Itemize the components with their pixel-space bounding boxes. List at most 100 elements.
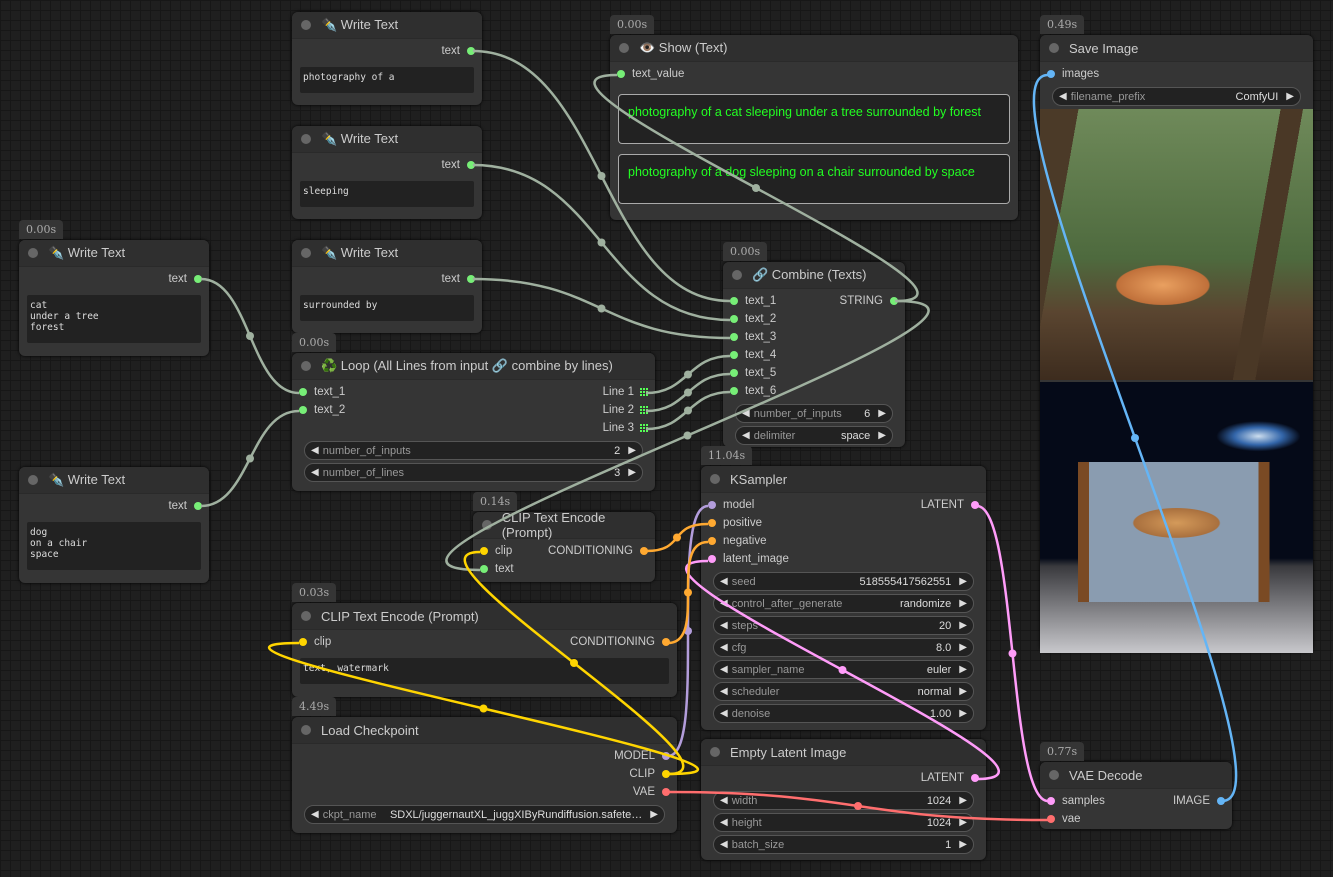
link-wire[interactable] (645, 522, 709, 553)
output-socket-dot[interactable] (971, 501, 979, 509)
collapse-toggle-dot[interactable] (710, 747, 720, 757)
node-load-checkpoint[interactable]: 4.49s Load Checkpoint MODEL CLIP VAE ◀ ckpt_na… (292, 697, 677, 833)
collapse-toggle-dot[interactable] (28, 248, 38, 258)
node-clip-text-encode-prompt[interactable]: 0.14s CLIP Text Encode (Prompt) clip CONDIT… (473, 492, 655, 582)
link-midpoint-handle[interactable] (246, 454, 254, 463)
decrement-arrow-icon[interactable]: ◀ (720, 839, 728, 850)
increment-arrow-icon[interactable]: ▶ (959, 839, 967, 850)
node-header[interactable]: CLIP Text Encode (Prompt) (292, 603, 677, 630)
decrement-arrow-icon[interactable]: ◀ (720, 686, 728, 697)
input-slot-images[interactable]: images (1047, 68, 1099, 80)
collapse-toggle-dot[interactable] (482, 520, 492, 530)
output-slot-text[interactable]: text (168, 500, 202, 512)
decrement-arrow-icon[interactable]: ◀ (311, 445, 319, 456)
link-wire[interactable] (472, 277, 731, 340)
input-socket-dot[interactable] (617, 70, 625, 78)
collapse-toggle-dot[interactable] (619, 43, 629, 53)
increment-arrow-icon[interactable]: ▶ (959, 795, 967, 806)
output-socket-dot[interactable] (1217, 797, 1225, 805)
decrement-arrow-icon[interactable]: ◀ (742, 430, 750, 441)
increment-arrow-icon[interactable]: ▶ (959, 620, 967, 631)
collapse-toggle-dot[interactable] (28, 475, 38, 485)
text-input-area[interactable]: surrounded by (300, 295, 474, 321)
preview-image-cat-sleeping-under-tree[interactable] (1040, 109, 1313, 380)
output-slot-string[interactable]: STRING (840, 295, 898, 307)
link-midpoint-handle[interactable] (597, 304, 606, 313)
output-slot-latent[interactable]: LATENT (921, 499, 979, 511)
input-socket-dot[interactable] (1047, 815, 1055, 823)
widget-sampler-name[interactable]: ◀ sampler_name euler ▶ (713, 660, 974, 679)
input-socket-dot[interactable] (708, 555, 716, 563)
link-midpoint-handle[interactable] (684, 406, 692, 415)
input-socket-dot[interactable] (708, 501, 716, 509)
decrement-arrow-icon[interactable]: ◀ (720, 642, 728, 653)
link-midpoint-handle[interactable] (683, 431, 692, 440)
increment-arrow-icon[interactable]: ▶ (959, 686, 967, 697)
node-header[interactable]: ✒️ Write Text (292, 240, 482, 267)
node-ksampler[interactable]: 11.04s KSampler model LATENT positive negativ… (701, 446, 986, 730)
text-input-area[interactable]: cat under a tree forest (27, 295, 201, 343)
collapse-toggle-dot[interactable] (301, 611, 311, 621)
node-header[interactable]: Save Image (1040, 35, 1313, 62)
text-input-area[interactable]: text, watermark (300, 658, 669, 684)
node-header[interactable]: KSampler (701, 466, 986, 493)
output-slot-text[interactable]: text (441, 273, 475, 285)
input-slot-text-1[interactable]: text_1 (730, 295, 776, 307)
link-midpoint-handle[interactable] (684, 627, 692, 635)
widget-batch-size[interactable]: ◀ batch_size 1 ▶ (713, 835, 974, 854)
output-slot-text[interactable]: text (168, 273, 202, 285)
collapse-toggle-dot[interactable] (732, 270, 742, 280)
link-wire[interactable] (200, 277, 300, 395)
widget-ckpt-name[interactable]: ◀ ckpt_name SDXL/juggernautXL_juggXIByRund… (304, 805, 665, 824)
link-midpoint-handle[interactable] (597, 238, 606, 247)
output-slot-conditioning[interactable]: CONDITIONING (570, 636, 670, 648)
output-slot-model[interactable]: MODEL (614, 750, 670, 762)
increment-arrow-icon[interactable]: ▶ (959, 708, 967, 719)
widget-height[interactable]: ◀ height 1024 ▶ (713, 813, 974, 832)
collapse-toggle-dot[interactable] (1049, 43, 1059, 53)
node-header[interactable]: 👁️ Show (Text) (610, 35, 1018, 62)
link-midpoint-handle[interactable] (597, 172, 606, 180)
output-socket-dot[interactable] (662, 752, 670, 760)
collapse-toggle-dot[interactable] (301, 361, 311, 371)
input-socket-dot[interactable] (730, 297, 738, 305)
widget-scheduler[interactable]: ◀ scheduler normal ▶ (713, 682, 974, 701)
node-header[interactable]: ✒️ Write Text (19, 467, 209, 494)
node-header[interactable]: ✒️ Write Text (292, 126, 482, 153)
node-write-text[interactable]: ✒️ Write Text text photography of a (292, 12, 482, 105)
node-write-text[interactable]: 0.00s ✒️ Write Text text cat under a tree f… (19, 220, 209, 356)
input-slot-text-2[interactable]: text_2 (299, 404, 345, 416)
collapse-toggle-dot[interactable] (301, 725, 311, 735)
output-slot-line-3[interactable]: Line 3 (603, 422, 648, 434)
node-header[interactable]: Load Checkpoint (292, 717, 677, 744)
input-slot-negative[interactable]: negative (708, 535, 766, 547)
node-save-image[interactable]: 0.49s Save Image images ◀ filename_prefix Com… (1040, 15, 1313, 653)
increment-arrow-icon[interactable]: ▶ (878, 408, 886, 419)
increment-arrow-icon[interactable]: ▶ (628, 445, 636, 456)
input-slot-latent-image[interactable]: latent_image (708, 553, 789, 565)
output-slot-text[interactable]: text (441, 45, 475, 57)
output-socket-dot[interactable] (890, 297, 898, 305)
widget-number-of-lines[interactable]: ◀ number_of_lines 3 ▶ (304, 463, 643, 482)
input-slot-text-1[interactable]: text_1 (299, 386, 345, 398)
widget-filename-prefix[interactable]: ◀ filename_prefix ComfyUI ▶ (1052, 87, 1301, 106)
output-slot-line-2[interactable]: Line 2 (603, 404, 648, 416)
link-midpoint-handle[interactable] (1008, 649, 1017, 658)
node-empty-latent-image[interactable]: Empty Latent Image LATENT ◀ width 1024 ▶ ◀ heig… (701, 739, 986, 860)
output-socket-dot[interactable] (971, 774, 979, 782)
decrement-arrow-icon[interactable]: ◀ (720, 708, 728, 719)
decrement-arrow-icon[interactable]: ◀ (720, 598, 728, 609)
node-header[interactable]: VAE Decode (1040, 762, 1232, 789)
decrement-arrow-icon[interactable]: ◀ (720, 576, 728, 587)
link-midpoint-handle[interactable] (684, 370, 692, 379)
output-slot-latent[interactable]: LATENT (921, 772, 979, 784)
link-midpoint-handle[interactable] (246, 332, 254, 340)
list-output-grid-icon[interactable] (640, 388, 648, 396)
link-wire[interactable] (200, 409, 300, 508)
node-loop-all-lines-from-input-combine-by-lines[interactable]: 0.00s ♻️ Loop (All Lines from input 🔗 com… (292, 333, 655, 491)
decrement-arrow-icon[interactable]: ◀ (720, 795, 728, 806)
output-socket-dot[interactable] (662, 638, 670, 646)
output-socket-dot[interactable] (194, 275, 202, 283)
widget-steps[interactable]: ◀ steps 20 ▶ (713, 616, 974, 635)
input-slot-model[interactable]: model (708, 499, 754, 511)
